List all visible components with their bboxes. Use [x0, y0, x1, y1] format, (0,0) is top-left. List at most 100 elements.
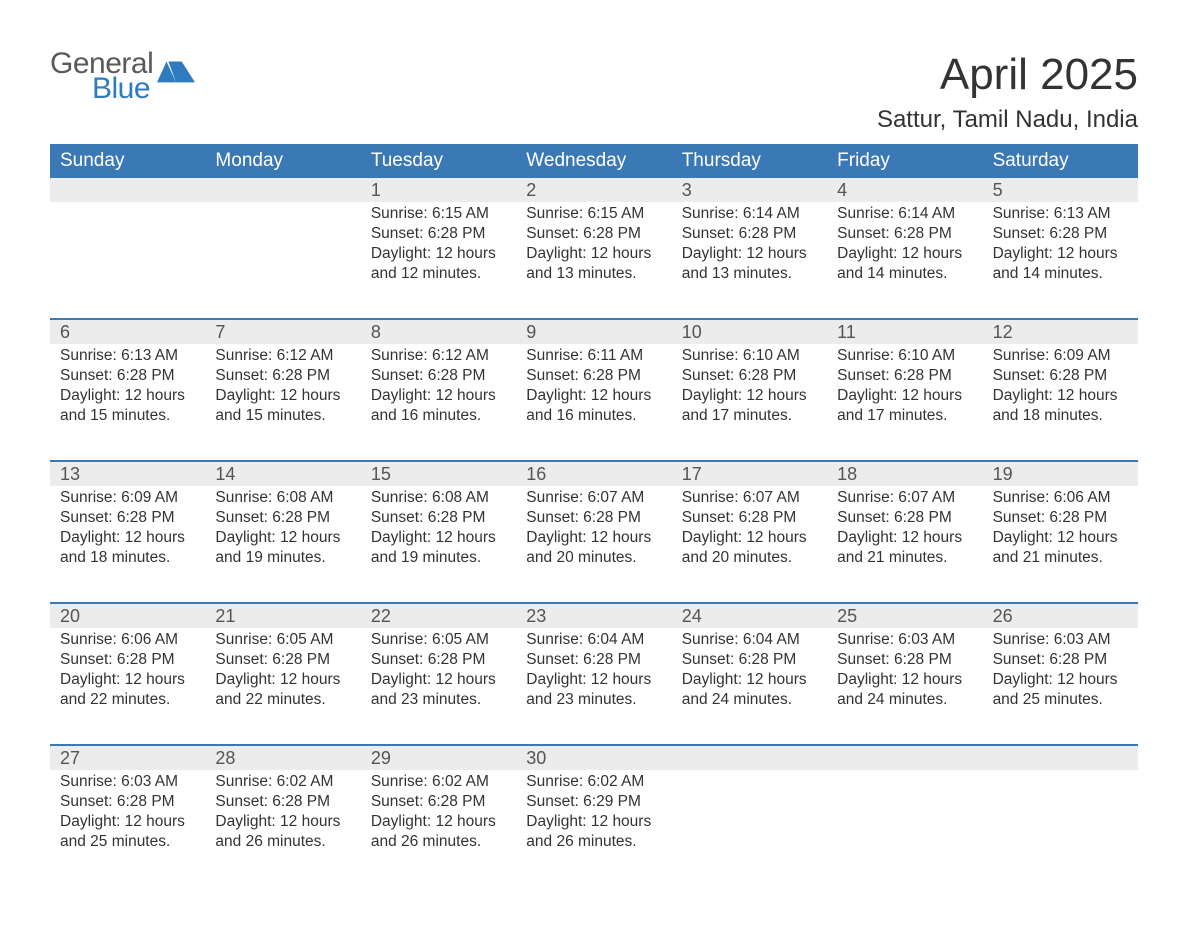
daylight-text-2: and 14 minutes. [837, 264, 972, 284]
sunrise-text: Sunrise: 6:15 AM [526, 204, 661, 224]
detail-row: Sunrise: 6:13 AMSunset: 6:28 PMDaylight:… [50, 344, 1138, 434]
sunrise-text: Sunrise: 6:08 AM [215, 488, 350, 508]
daynum-row: 13141516171819 [50, 460, 1138, 486]
day-number: 17 [672, 462, 827, 486]
day-number: 28 [205, 746, 360, 770]
sunset-text: Sunset: 6:28 PM [837, 224, 972, 244]
daylight-text-2: and 16 minutes. [526, 406, 661, 426]
sunset-text: Sunset: 6:28 PM [993, 650, 1128, 670]
sunrise-text: Sunrise: 6:06 AM [993, 488, 1128, 508]
daylight-text-1: Daylight: 12 hours [682, 386, 817, 406]
sunrise-text: Sunrise: 6:05 AM [215, 630, 350, 650]
daylight-text-2: and 25 minutes. [993, 690, 1128, 710]
sunset-text: Sunset: 6:28 PM [837, 650, 972, 670]
day-cell: Sunrise: 6:03 AMSunset: 6:28 PMDaylight:… [983, 628, 1138, 718]
sunrise-text: Sunrise: 6:07 AM [526, 488, 661, 508]
sunset-text: Sunset: 6:28 PM [215, 650, 350, 670]
day-number: 21 [205, 604, 360, 628]
day-cell [205, 202, 360, 292]
sunrise-text: Sunrise: 6:09 AM [60, 488, 195, 508]
day-number: 16 [516, 462, 671, 486]
daylight-text-2: and 25 minutes. [60, 832, 195, 852]
sunset-text: Sunset: 6:28 PM [526, 508, 661, 528]
day-cell: Sunrise: 6:07 AMSunset: 6:28 PMDaylight:… [672, 486, 827, 576]
daylight-text-2: and 12 minutes. [371, 264, 506, 284]
daylight-text-2: and 23 minutes. [371, 690, 506, 710]
daylight-text-1: Daylight: 12 hours [60, 386, 195, 406]
daylight-text-1: Daylight: 12 hours [371, 528, 506, 548]
daylight-text-1: Daylight: 12 hours [60, 670, 195, 690]
sunset-text: Sunset: 6:28 PM [60, 508, 195, 528]
day-cell [50, 202, 205, 292]
daylight-text-1: Daylight: 12 hours [215, 386, 350, 406]
daylight-text-1: Daylight: 12 hours [60, 528, 195, 548]
day-number: 26 [983, 604, 1138, 628]
daylight-text-1: Daylight: 12 hours [215, 670, 350, 690]
daylight-text-2: and 19 minutes. [215, 548, 350, 568]
sunrise-text: Sunrise: 6:06 AM [60, 630, 195, 650]
day-number: 5 [983, 178, 1138, 202]
sunset-text: Sunset: 6:28 PM [526, 366, 661, 386]
daylight-text-1: Daylight: 12 hours [837, 386, 972, 406]
daynum-row: 6789101112 [50, 318, 1138, 344]
daylight-text-2: and 20 minutes. [526, 548, 661, 568]
sunset-text: Sunset: 6:28 PM [526, 650, 661, 670]
daylight-text-1: Daylight: 12 hours [215, 812, 350, 832]
day-cell: Sunrise: 6:14 AMSunset: 6:28 PMDaylight:… [827, 202, 982, 292]
day-number: 27 [50, 746, 205, 770]
day-number: 29 [361, 746, 516, 770]
sunset-text: Sunset: 6:28 PM [993, 508, 1128, 528]
day-header: Monday [205, 144, 360, 178]
sunset-text: Sunset: 6:28 PM [60, 366, 195, 386]
sunset-text: Sunset: 6:28 PM [682, 508, 817, 528]
day-number: 2 [516, 178, 671, 202]
location-subtitle: Sattur, Tamil Nadu, India [877, 106, 1138, 134]
day-cell: Sunrise: 6:02 AMSunset: 6:28 PMDaylight:… [205, 770, 360, 860]
day-cell: Sunrise: 6:08 AMSunset: 6:28 PMDaylight:… [205, 486, 360, 576]
sunset-text: Sunset: 6:28 PM [215, 792, 350, 812]
day-cell: Sunrise: 6:14 AMSunset: 6:28 PMDaylight:… [672, 202, 827, 292]
daylight-text-2: and 22 minutes. [60, 690, 195, 710]
day-header: Wednesday [516, 144, 671, 178]
sunrise-text: Sunrise: 6:08 AM [371, 488, 506, 508]
daylight-text-1: Daylight: 12 hours [993, 528, 1128, 548]
sunrise-text: Sunrise: 6:15 AM [371, 204, 506, 224]
daylight-text-1: Daylight: 12 hours [993, 244, 1128, 264]
day-number: 13 [50, 462, 205, 486]
day-number: 30 [516, 746, 671, 770]
sunrise-text: Sunrise: 6:10 AM [682, 346, 817, 366]
day-number: 6 [50, 320, 205, 344]
day-number: 22 [361, 604, 516, 628]
day-number [205, 178, 360, 202]
logo: General Blue [50, 50, 195, 103]
sunrise-text: Sunrise: 6:14 AM [837, 204, 972, 224]
day-number: 18 [827, 462, 982, 486]
day-cell: Sunrise: 6:02 AMSunset: 6:28 PMDaylight:… [361, 770, 516, 860]
day-number: 12 [983, 320, 1138, 344]
calendar-weeks: 12345Sunrise: 6:15 AMSunset: 6:28 PMDayl… [50, 178, 1138, 860]
day-cell: Sunrise: 6:15 AMSunset: 6:28 PMDaylight:… [361, 202, 516, 292]
daylight-text-1: Daylight: 12 hours [837, 670, 972, 690]
sunset-text: Sunset: 6:29 PM [526, 792, 661, 812]
daylight-text-1: Daylight: 12 hours [526, 528, 661, 548]
day-number [50, 178, 205, 202]
day-header: Friday [827, 144, 982, 178]
daylight-text-1: Daylight: 12 hours [526, 244, 661, 264]
logo-text-blue: Blue [92, 75, 153, 104]
month-title: April 2025 [877, 50, 1138, 100]
sunrise-text: Sunrise: 6:14 AM [682, 204, 817, 224]
sunrise-text: Sunrise: 6:07 AM [837, 488, 972, 508]
daylight-text-2: and 17 minutes. [837, 406, 972, 426]
daylight-text-2: and 21 minutes. [837, 548, 972, 568]
daynum-row: 20212223242526 [50, 602, 1138, 628]
sunset-text: Sunset: 6:28 PM [371, 792, 506, 812]
day-cell: Sunrise: 6:03 AMSunset: 6:28 PMDaylight:… [50, 770, 205, 860]
detail-row: Sunrise: 6:09 AMSunset: 6:28 PMDaylight:… [50, 486, 1138, 576]
day-cell: Sunrise: 6:07 AMSunset: 6:28 PMDaylight:… [827, 486, 982, 576]
sunset-text: Sunset: 6:28 PM [837, 366, 972, 386]
daylight-text-2: and 18 minutes. [993, 406, 1128, 426]
day-cell: Sunrise: 6:07 AMSunset: 6:28 PMDaylight:… [516, 486, 671, 576]
sunrise-text: Sunrise: 6:13 AM [993, 204, 1128, 224]
sunrise-text: Sunrise: 6:13 AM [60, 346, 195, 366]
daynum-row: 27282930 [50, 744, 1138, 770]
